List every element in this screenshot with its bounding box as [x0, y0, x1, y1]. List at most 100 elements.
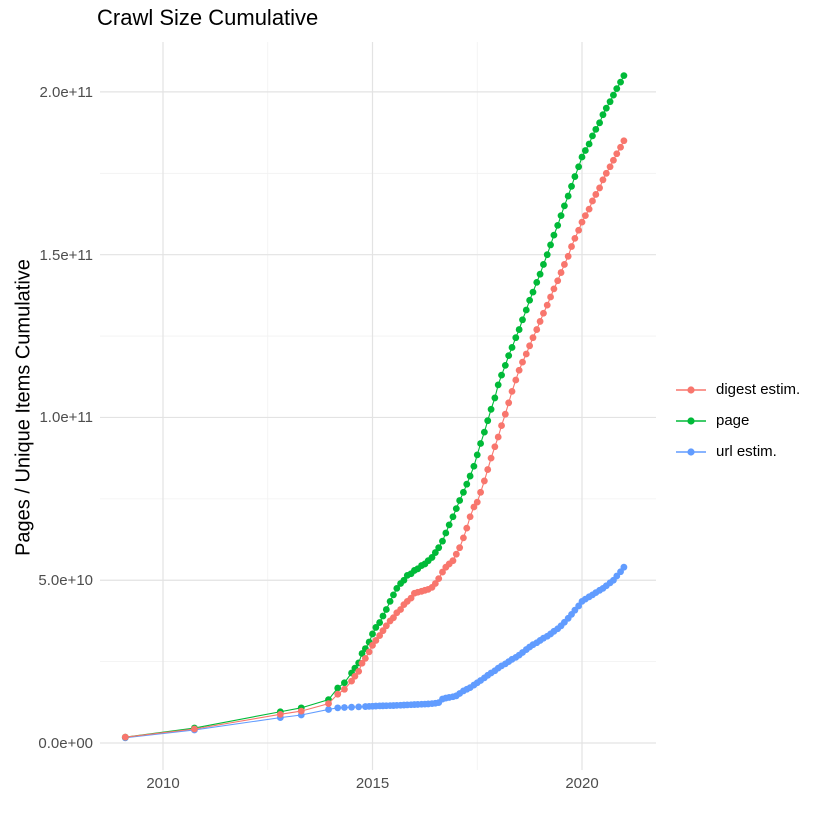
- data-point-page: [487, 405, 495, 413]
- data-point-page: [382, 606, 390, 613]
- data-point-page: [599, 111, 607, 119]
- data-point-digest-estim-: [526, 342, 534, 350]
- data-point-digest-estim-: [365, 648, 373, 656]
- data-point-digest-estim-: [484, 466, 492, 473]
- data-point-digest-estim-: [325, 700, 332, 708]
- series-line-url-estim-: [125, 566, 625, 739]
- legend-key-icon: [676, 385, 706, 394]
- data-point-page: [547, 241, 554, 249]
- data-point-url-estim-: [334, 704, 342, 712]
- data-point-page: [460, 488, 467, 496]
- data-point-url-estim-: [325, 706, 332, 713]
- data-point-page: [512, 334, 520, 342]
- data-point-page: [505, 352, 513, 359]
- data-point-digest-estim-: [456, 544, 464, 552]
- data-point-page: [449, 513, 457, 521]
- data-point-page: [617, 78, 624, 86]
- data-point-page: [386, 597, 394, 605]
- data-point-page: [602, 104, 610, 112]
- data-point-digest-estim-: [351, 672, 359, 680]
- data-point-digest-estim-: [379, 627, 387, 635]
- data-point-page: [466, 472, 474, 480]
- data-point-page: [442, 529, 450, 537]
- data-point-digest-estim-: [358, 659, 366, 667]
- data-point-page: [393, 584, 401, 592]
- y-tick-label: 1.0e+11: [39, 409, 93, 427]
- data-point-digest-estim-: [519, 358, 526, 366]
- data-point-page: [526, 296, 534, 304]
- data-point-page: [540, 261, 547, 268]
- data-point-digest-estim-: [276, 710, 284, 718]
- data-point-digest-estim-: [297, 707, 305, 715]
- data-point-page: [369, 630, 376, 638]
- data-point-page: [522, 306, 530, 314]
- data-point-digest-estim-: [620, 137, 628, 145]
- legend-item: url estim.: [674, 436, 800, 467]
- data-point-digest-estim-: [522, 350, 530, 358]
- data-point-page: [610, 91, 617, 99]
- data-point-url-estim-: [348, 703, 355, 711]
- data-point-digest-estim-: [466, 513, 474, 521]
- legend-label: page: [716, 412, 750, 429]
- data-point-page: [568, 182, 575, 190]
- data-point-digest-estim-: [121, 733, 129, 741]
- data-point-digest-estim-: [361, 654, 369, 662]
- data-point-digest-estim-: [554, 277, 562, 285]
- data-point-digest-estim-: [585, 205, 593, 213]
- data-point-digest-estim-: [431, 580, 439, 587]
- data-point-digest-estim-: [575, 226, 583, 234]
- data-point-page: [431, 549, 439, 556]
- data-point-digest-estim-: [512, 376, 520, 384]
- data-point-page: [501, 361, 509, 369]
- data-point-digest-estim-: [498, 422, 505, 429]
- data-point-page: [561, 202, 568, 210]
- y-tick-label: 1.5e+11: [39, 246, 93, 264]
- y-tick-label: 0.0e+00: [38, 735, 93, 752]
- data-point-digest-estim-: [581, 212, 589, 220]
- data-point-digest-estim-: [376, 632, 384, 639]
- data-point-page: [334, 684, 342, 692]
- data-point-digest-estim-: [439, 568, 446, 576]
- data-point-page: [494, 381, 502, 389]
- data-point-digest-estim-: [449, 557, 457, 565]
- chart-title: Crawl Size Cumulative: [97, 5, 319, 30]
- data-point-digest-estim-: [491, 443, 499, 451]
- data-point-page: [554, 221, 562, 229]
- data-point-page: [477, 440, 485, 447]
- data-point-digest-estim-: [592, 191, 600, 198]
- data-point-digest-estim-: [540, 309, 547, 317]
- data-point-page: [592, 125, 600, 133]
- data-point-digest-estim-: [533, 326, 541, 333]
- data-point-page: [484, 417, 492, 425]
- data-point-digest-estim-: [508, 388, 516, 395]
- data-point-page: [620, 72, 628, 80]
- data-point-digest-estim-: [564, 252, 572, 260]
- data-point-digest-estim-: [606, 163, 614, 171]
- data-point-page: [508, 344, 516, 351]
- data-point-page: [596, 119, 603, 127]
- data-point-url-estim-: [341, 704, 348, 711]
- data-point-digest-estim-: [501, 410, 509, 418]
- data-point-page: [445, 521, 453, 529]
- data-point-digest-estim-: [617, 143, 624, 151]
- data-point-url-estim-: [620, 563, 628, 571]
- y-tick-label: 2.0e+11: [39, 83, 93, 101]
- legend-label: digest estim.: [716, 381, 801, 398]
- data-point-digest-estim-: [596, 184, 603, 192]
- data-point-page: [571, 173, 579, 180]
- data-point-page: [606, 98, 614, 106]
- data-point-digest-estim-: [613, 150, 621, 158]
- data-point-page: [439, 537, 446, 545]
- data-point-page: [379, 612, 387, 620]
- data-point-page: [456, 497, 464, 504]
- legend-label: url estim.: [716, 443, 777, 460]
- legend: digest estim. page url estim.: [674, 374, 800, 467]
- data-point-digest-estim-: [515, 366, 523, 374]
- data-point-page: [578, 153, 586, 161]
- data-point-digest-estim-: [568, 243, 575, 250]
- data-point-digest-estim-: [550, 285, 558, 293]
- data-point-page: [400, 576, 408, 584]
- data-point-digest-estim-: [529, 334, 537, 342]
- data-point-digest-estim-: [589, 197, 596, 205]
- legend-item: page: [674, 405, 800, 436]
